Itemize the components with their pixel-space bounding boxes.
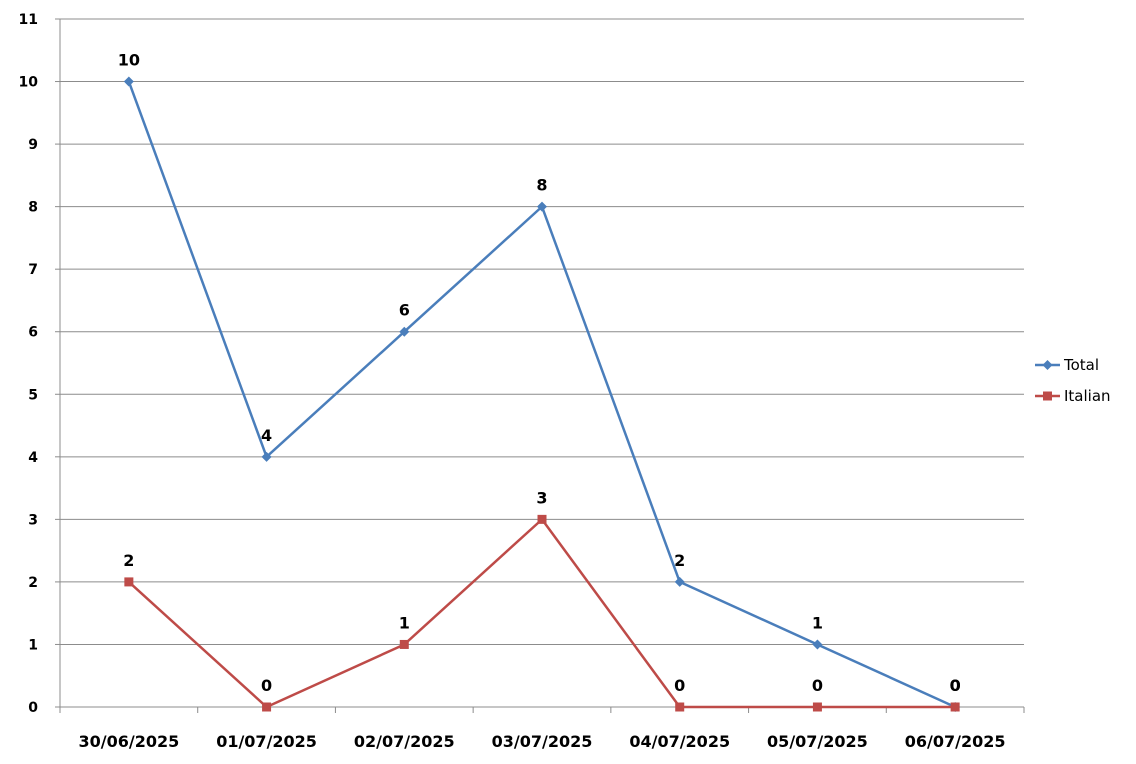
legend: Total Italian (1035, 356, 1111, 405)
y-tick-label: 5 (28, 387, 38, 403)
point-total (123, 76, 134, 87)
axes (55, 18, 1025, 713)
point-total (812, 639, 823, 650)
series-group (123, 76, 961, 712)
data-label-italian: 0 (950, 676, 961, 695)
x-tick-label: 02/07/2025 (354, 732, 455, 751)
data-label-total: 8 (536, 176, 547, 195)
legend-marker-total (1042, 360, 1053, 370)
point-total (399, 326, 410, 337)
legend-marker-italian (1043, 391, 1052, 401)
data-label-total: 0 (950, 676, 961, 695)
x-tick-label: 03/07/2025 (492, 732, 593, 751)
x-tick-label: 05/07/2025 (767, 732, 868, 751)
data-label-italian: 0 (674, 676, 685, 695)
point-italian (262, 702, 272, 712)
x-tick-label: 30/06/2025 (78, 732, 179, 751)
point-total (537, 201, 547, 212)
point-italian (124, 577, 134, 587)
data-label-italian: 3 (536, 488, 547, 507)
y-tick-label: 1 (28, 637, 38, 653)
y-tick-label: 3 (28, 512, 38, 528)
y-tick-label: 7 (28, 262, 38, 278)
y-tick-label: 4 (28, 450, 38, 466)
data-label-italian: 0 (812, 676, 823, 695)
x-tick-label: 04/07/2025 (629, 732, 730, 751)
point-italian (812, 702, 822, 712)
legend-label-italian: Italian (1064, 387, 1111, 405)
y-tick-label: 8 (28, 200, 38, 216)
data-label-total: 1 (812, 613, 823, 632)
series-line-italian (128, 518, 956, 709)
legend-label-total: Total (1063, 356, 1099, 374)
y-tick-label: 6 (28, 325, 38, 341)
point-italian (399, 639, 409, 649)
data-label-total: 6 (399, 301, 410, 320)
data-label-total: 4 (261, 426, 272, 445)
x-axis-ticks: 30/06/2025 01/07/2025 02/07/2025 03/07/2025… (78, 732, 1005, 751)
data-label-italian: 2 (123, 551, 134, 570)
point-total (674, 576, 685, 587)
y-tick-label: 9 (28, 137, 38, 153)
y-tick-label: 2 (28, 575, 38, 591)
data-label-total: 2 (674, 551, 685, 570)
y-tick-label: 11 (19, 12, 38, 28)
y-tick-label: 10 (19, 75, 39, 91)
data-label-italian: 1 (399, 613, 410, 632)
y-tick-label: 0 (28, 700, 38, 716)
point-italian (950, 702, 960, 712)
point-italian (537, 514, 547, 524)
point-total (261, 451, 272, 462)
gridlines (60, 18, 1024, 645)
data-label-italian: 0 (261, 676, 272, 695)
point-italian (675, 702, 685, 712)
x-tick-label: 01/07/2025 (216, 732, 317, 751)
data-label-total: 10 (118, 51, 140, 70)
x-tick-label: 06/07/2025 (905, 732, 1006, 751)
y-axis-ticks: 0 1 2 3 4 5 6 7 8 9 10 11 (19, 12, 39, 716)
